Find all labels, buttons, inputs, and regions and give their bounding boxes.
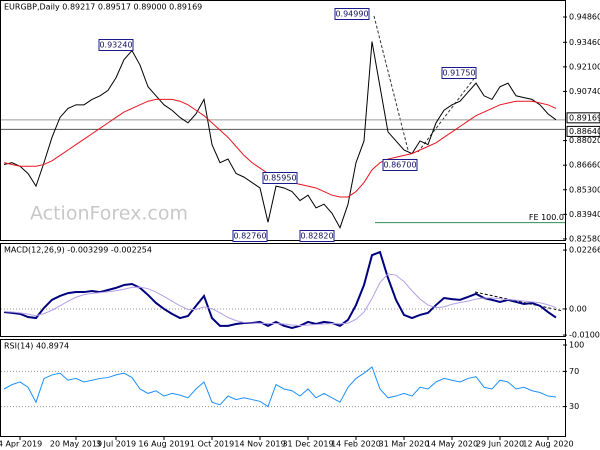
trend-line xyxy=(474,291,564,312)
y-tick-label: 70 xyxy=(569,367,579,376)
x-tick-label: 31 Mar 2020 xyxy=(379,440,430,449)
macd-title: MACD(12,26,9) -0.003299 -0.002254 xyxy=(4,246,152,255)
x-tick-label: 16 Aug 2019 xyxy=(138,440,189,449)
series-line xyxy=(3,41,557,229)
rsi-title: RSI(14) 40.8974 xyxy=(4,342,69,351)
y-tick-label: 0.83940 xyxy=(569,210,600,219)
x-tick-label: 1 Oct 2019 xyxy=(190,440,234,449)
price-box-label: 0.88640 xyxy=(569,127,600,136)
price-title: EURGBP,Daily 0.89217 0.89517 0.89000 0.8… xyxy=(4,3,202,12)
y-tick-label: 0.93460 xyxy=(569,38,600,47)
annotation: 0.86700 xyxy=(383,161,416,170)
x-tick-label: 14 May 2020 xyxy=(426,440,478,449)
x-tick-label: 29 Jun 2020 xyxy=(476,440,524,449)
series-line xyxy=(3,366,557,408)
fe-label: FE 100.0 xyxy=(529,213,564,222)
annotation-box xyxy=(382,159,418,171)
annotation-box xyxy=(98,39,134,51)
annotation-box xyxy=(262,172,298,184)
swing-line xyxy=(417,75,477,153)
y-tick-label: 100 xyxy=(569,341,584,350)
rsi-panel xyxy=(0,339,566,437)
annotation: 0.94990 xyxy=(335,10,368,19)
annotation-box xyxy=(334,8,370,20)
annotation: 0.82760 xyxy=(233,232,266,241)
y-tick-label: -0.010052 xyxy=(569,331,600,340)
x-tick-label: 14 Feb 2020 xyxy=(331,440,381,449)
price-box xyxy=(566,112,600,124)
y-tick-label: 0.022662 xyxy=(569,246,600,255)
x-tick-label: 12 Aug 2020 xyxy=(522,440,573,449)
annotation: 0.93240 xyxy=(99,41,132,50)
x-tick-label: 31 Dec 2019 xyxy=(282,440,333,449)
series-line xyxy=(3,273,557,327)
swing-line xyxy=(373,15,409,151)
price-box xyxy=(566,125,600,137)
price-panel xyxy=(0,0,566,241)
watermark: ActionForex.com xyxy=(30,203,188,225)
y-tick-label: 0.88020 xyxy=(569,136,600,145)
annotation-box xyxy=(299,230,335,242)
y-tick-label: 0.85300 xyxy=(569,185,600,194)
y-tick-label: 0.90740 xyxy=(569,87,600,96)
y-tick-label: 0.92100 xyxy=(569,62,600,71)
y-tick-label: 0.00 xyxy=(569,304,587,313)
x-tick-label: 3 Jul 2019 xyxy=(96,440,136,449)
y-tick-label: 0.94860 xyxy=(569,12,600,21)
x-tick-label: 14 Nov 2019 xyxy=(234,440,285,449)
annotation: 0.82820 xyxy=(300,232,333,241)
macd-panel xyxy=(0,243,566,337)
y-tick-label: 0.82580 xyxy=(569,234,600,243)
series-line xyxy=(3,250,557,329)
annotation: 0.91750 xyxy=(442,69,475,78)
price-box-label: 0.89169 xyxy=(569,113,600,122)
x-tick-label: 4 Apr 2019 xyxy=(0,440,42,449)
annotation: 0.85950 xyxy=(263,174,296,183)
annotation-box xyxy=(441,67,477,79)
annotation-box xyxy=(232,230,268,242)
y-tick-label: 0.86660 xyxy=(569,161,600,170)
x-tick-label: 20 May 2019 xyxy=(50,440,102,449)
y-tick-label: 30 xyxy=(569,402,579,411)
